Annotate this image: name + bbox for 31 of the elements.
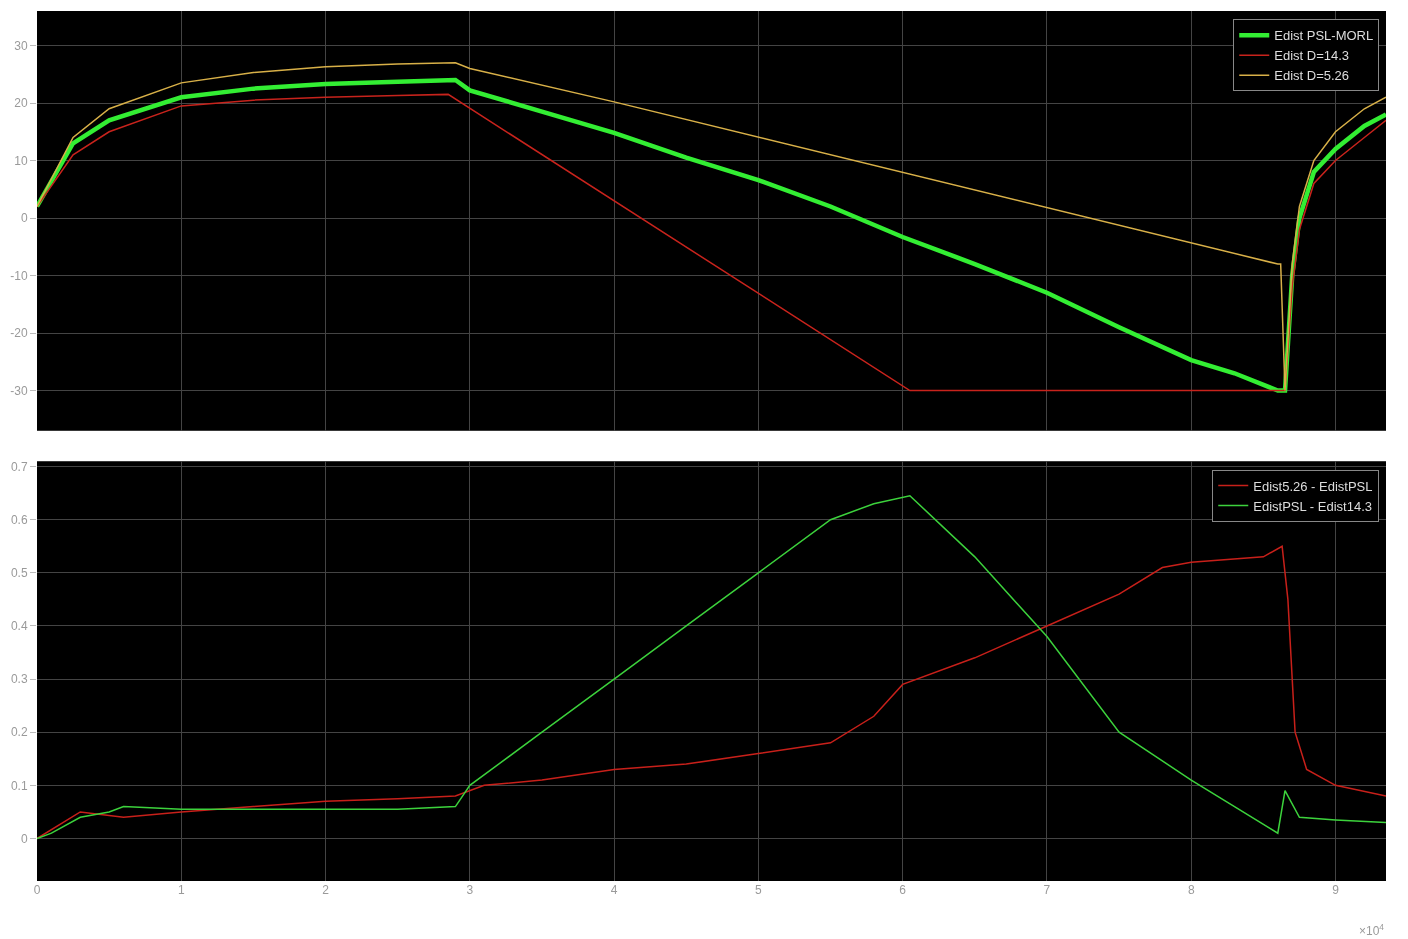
y-tick-label: -30 <box>10 383 28 398</box>
y-tick-label: 0.4 <box>10 619 28 634</box>
y-tick-label: 0.2 <box>10 725 28 740</box>
y-tick-label: 20 <box>14 96 28 111</box>
y-tick-label: 0.6 <box>10 512 28 527</box>
legend-label: Edist D=5.26 <box>1274 68 1350 84</box>
y-tick-label: 30 <box>14 38 28 53</box>
y-tick-label: -10 <box>10 268 28 283</box>
text: ×10$^{4}$ <box>1359 922 1385 939</box>
y-tick-label: 0.5 <box>10 566 28 581</box>
y-tick-label: -20 <box>10 326 28 341</box>
legend-label: Edist PSL-MORL <box>1274 28 1374 44</box>
x-tick-label: 5 <box>755 883 763 897</box>
y-tick-label: 0.3 <box>10 672 28 687</box>
y-tick-label: 0 <box>20 831 28 846</box>
y-tick-label: 0 <box>20 211 28 226</box>
x-tick-label: 0 <box>33 883 41 897</box>
y-tick-label: 0.7 <box>10 459 28 474</box>
y-tick-label: 10 <box>14 153 28 168</box>
legend-label: Edist5.26 - EdistPSL <box>1253 478 1373 494</box>
x-tick-label: 7 <box>1043 883 1051 897</box>
x-tick-label: 9 <box>1332 883 1340 897</box>
x-tick-label: 2 <box>322 883 330 897</box>
x-tick-label: 8 <box>1187 883 1195 897</box>
y-tick-label: 0.1 <box>10 778 28 793</box>
x-tick-label: 6 <box>899 883 907 897</box>
x-tick-label: 1 <box>177 883 185 897</box>
x-tick-label: 3 <box>466 883 474 897</box>
legend-label: Edist D=14.3 <box>1274 48 1350 64</box>
x-tick-label: 4 <box>610 883 618 897</box>
legend-label: EdistPSL - Edist14.3 <box>1253 498 1373 514</box>
